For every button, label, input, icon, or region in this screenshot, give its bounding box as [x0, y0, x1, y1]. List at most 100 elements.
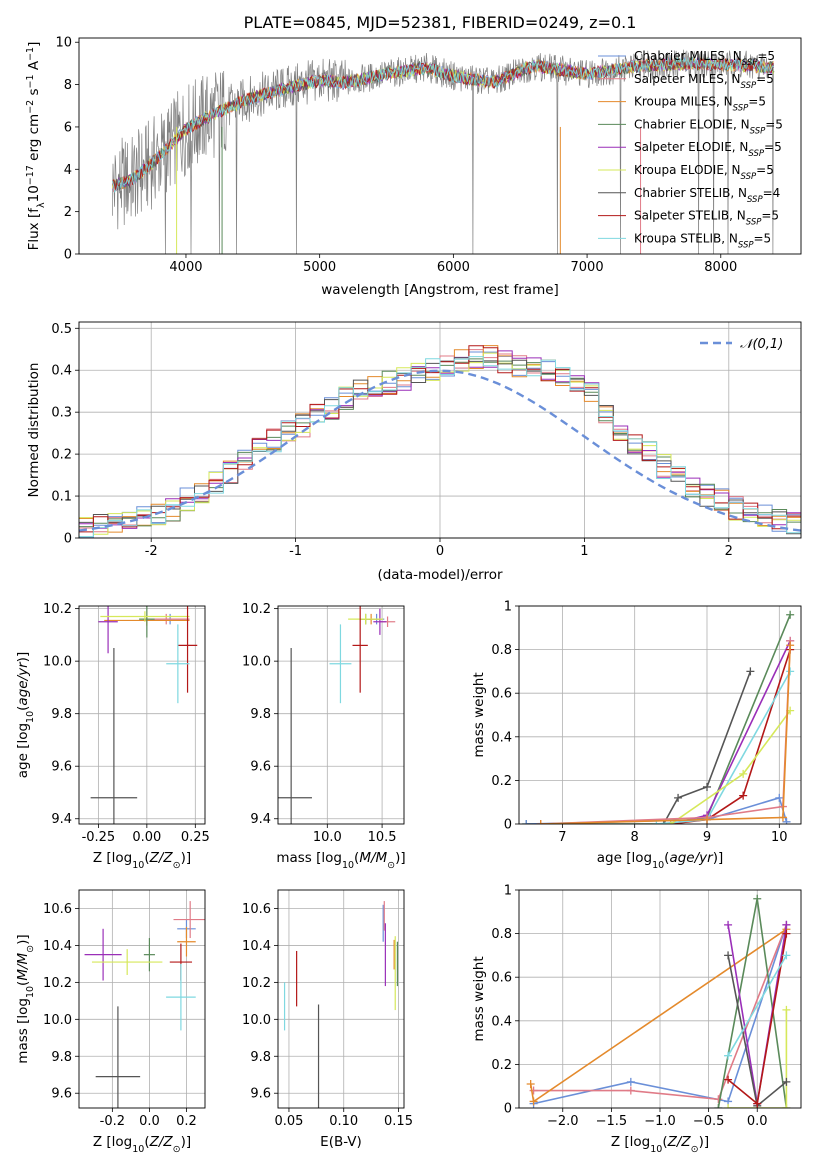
- legend-entry-part: Chabrier STELIB, N: [634, 186, 747, 200]
- x-axis-label-part: Z/Z: [667, 1134, 692, 1150]
- x-axis-label-part: (: [664, 850, 669, 866]
- legend-entry-part: Salpeter STELIB, N: [634, 209, 746, 223]
- mass-weight-point: [782, 817, 791, 824]
- mass-weight-point: [739, 791, 748, 800]
- x-tick-label: 10.0: [313, 830, 342, 845]
- legend-entry: Chabrier MILES, NSSP=5: [634, 49, 775, 68]
- legend-entry: Chabrier ELODIE, NSSP=5: [634, 117, 783, 136]
- legend-entry: 𝒩(0,1): [740, 337, 783, 352]
- mass-weight-point: [522, 820, 531, 824]
- x-axis-label: age [log10(age/yr)]: [597, 850, 723, 871]
- figure-title: PLATE=0845, MJD=52381, FIBERID=0249, z=0…: [244, 13, 637, 32]
- legend-entry-part: SSP: [741, 172, 757, 182]
- y-tick-label: 10.2: [242, 602, 271, 617]
- x-axis-label-part: 10: [342, 860, 354, 871]
- y-axis-label-part: age/yr: [15, 661, 31, 706]
- x-axis-label-part: )]: [699, 1134, 710, 1150]
- y-tick-label: 9.6: [250, 760, 271, 775]
- y-axis-label-part: )]: [15, 934, 31, 945]
- mass-weight-point: [724, 1075, 733, 1084]
- y-axis-label: Normed distribution: [26, 363, 42, 498]
- axes-frame: [277, 889, 405, 1109]
- legend-entry: Chabrier STELIB, NSSP=4: [634, 186, 780, 205]
- y-tick-label: 0.8: [491, 643, 512, 658]
- x-axis-label-part: Z [log: [611, 1134, 650, 1150]
- model-spectrum-line: [111, 57, 774, 193]
- y-tick-label: 10.4: [242, 939, 271, 954]
- plot-area: [522, 610, 795, 824]
- x-axis-label-part: Z/Z: [149, 1134, 174, 1150]
- y-tick-label: 0: [64, 248, 72, 263]
- x-axis-label: (data-model)/error: [377, 567, 503, 583]
- mass-weight-series-line: [728, 1009, 788, 1108]
- legend-entry-part: SSP: [741, 81, 757, 91]
- mass-weight-point: [775, 793, 784, 802]
- legend-entry-part: SSP: [733, 104, 749, 114]
- y-axis-label-part: A: [26, 60, 42, 74]
- y-axis-label-part: −1: [25, 74, 36, 88]
- y-tick-label: 4: [64, 163, 72, 178]
- y-tick-label: 9.4: [250, 812, 271, 827]
- x-tick-label: 0: [436, 544, 444, 559]
- y-axis-label-part: erg cm: [26, 114, 42, 165]
- y-axis-label: mass weight: [471, 672, 487, 757]
- y-tick-label: 9.6: [250, 1087, 271, 1102]
- x-tick-label: 4000: [169, 260, 202, 275]
- y-tick-label: 0: [504, 818, 512, 833]
- y-tick-label: 0.4: [51, 364, 72, 379]
- y-axis-label-part: −17: [25, 165, 36, 185]
- y-axis-label-part: 10: [25, 711, 36, 723]
- mass-weight-point: [739, 769, 748, 778]
- mass-weight-point: [782, 920, 791, 929]
- y-axis-label: age [log10(age/yr)]: [15, 652, 36, 778]
- legend-entry-part: SSP: [738, 240, 754, 250]
- legend-entry: Salpeter MILES, NSSP=5: [634, 72, 774, 91]
- y-tick-label: 9.8: [250, 1050, 271, 1065]
- legend-entry-part: =5: [748, 95, 766, 109]
- x-axis-label-part: age [log: [597, 850, 652, 866]
- legend-entry-part: Kroupa STELIB, N: [634, 231, 738, 245]
- y-axis-label-part: (: [15, 706, 31, 711]
- x-tick-label: -1: [289, 544, 302, 559]
- y-tick-label: 10.0: [242, 655, 271, 670]
- x-axis-label-part: Z [log: [93, 850, 132, 866]
- legend-entry-part: =5: [756, 163, 774, 177]
- x-tick-label: 0.0: [139, 1114, 160, 1129]
- y-tick-label: 1: [504, 600, 512, 615]
- legend-entry: Kroupa ELODIE, NSSP=5: [634, 163, 774, 182]
- x-axis-label-part: Z/Z: [149, 850, 174, 866]
- y-axis-label-part: −1: [25, 47, 36, 61]
- mass-weight-point: [782, 1005, 791, 1014]
- mass-weight-point: [674, 793, 683, 802]
- x-tick-label: −1.0: [644, 1114, 676, 1129]
- x-axis-label-part: )]: [395, 850, 406, 866]
- y-tick-label: 0.2: [491, 774, 512, 789]
- x-tick-label: 0.05: [274, 1114, 303, 1129]
- x-axis-label-part: (: [662, 1134, 667, 1150]
- y-tick-label: 9.6: [51, 1087, 72, 1102]
- y-axis-label: Flux [fλ10−17 erg cm−2 s−1 A−1]: [25, 42, 47, 251]
- x-tick-label: 0.10: [329, 1114, 358, 1129]
- mass-weight-point: [703, 782, 711, 791]
- x-axis-label-part: 10: [652, 860, 664, 871]
- y-tick-label: 10: [55, 36, 72, 51]
- mass-weight-point: [753, 1099, 762, 1108]
- legend-entry-part: =5: [764, 140, 782, 154]
- axes-frame: [78, 889, 206, 1109]
- x-axis-label-part: mass [log: [276, 850, 342, 866]
- x-tick-label: 7: [558, 830, 566, 845]
- x-axis-label-part: 10: [132, 860, 144, 871]
- spectrum-panel: 4000 5000 6000 7000 8000 0 2 4 6 8 10 wavelength [A…: [25, 36, 802, 298]
- legend-entry-part: SSP: [750, 126, 766, 136]
- mass-weight-point: [529, 1097, 538, 1106]
- y-tick-label: 2: [64, 205, 72, 220]
- mass-vs-metallicity-panel: -0.2 0.0 0.29.69.810.010.210.410.6Z [log10…: [15, 889, 206, 1155]
- mass-weight-point: [786, 610, 795, 619]
- x-axis-label: Z [log10(Z/Z⊙)]: [93, 850, 191, 871]
- x-axis-label-part: 10: [650, 1144, 662, 1155]
- x-tick-label: 6000: [437, 260, 470, 275]
- x-axis-label-part: )]: [713, 850, 724, 866]
- x-tick-label: 8: [631, 830, 639, 845]
- legend-entry-part: Chabrier MILES, N: [634, 49, 742, 63]
